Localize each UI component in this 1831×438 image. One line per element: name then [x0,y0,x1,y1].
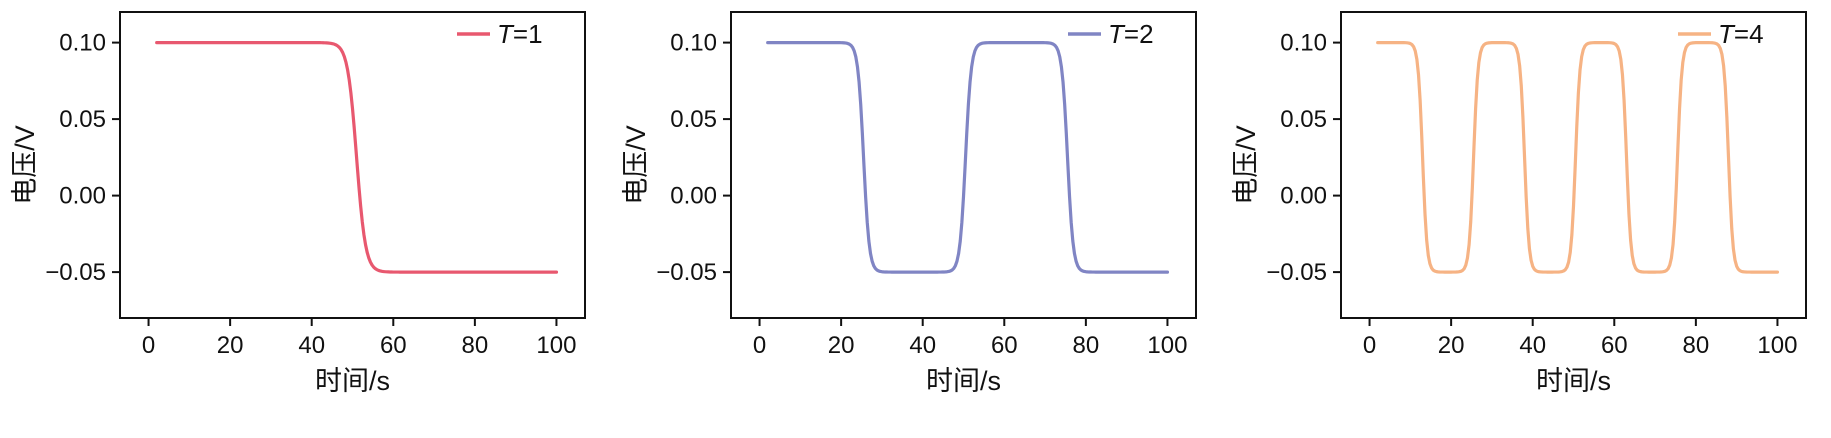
y-tick-label: 0.05 [59,106,106,133]
chart-svg-t1: 0 20 40 60 80 100 −0.05 0.00 0.05 0.10 时间/s 电压/V T=1 [10,11,586,396]
x-tick-label: 40 [1519,332,1546,359]
x-tick-label: 60 [990,332,1017,359]
y-tick-label: −0.05 [1266,259,1327,286]
y-tick-label: 0.10 [59,30,106,57]
x-tick-label: 100 [1147,332,1187,359]
x-tick-label: 80 [1072,332,1099,359]
x-tick-label: 60 [1601,332,1628,359]
x-tick-label: 0 [752,332,765,359]
x-tick-label: 0 [1363,332,1376,359]
x-tick-label: 80 [1683,332,1710,359]
x-tick-label: 80 [462,332,489,359]
y-tick-label: 0.05 [1280,106,1327,133]
x-tick-label: 100 [536,332,576,359]
y-tick-label: 0.00 [670,183,717,210]
plot-border [119,11,586,319]
x-tick-label: 20 [1438,332,1465,359]
legend-label: T=1 [497,19,543,49]
y-axis-label: 电压/V [1231,125,1261,205]
chart-panel-t1: 0 20 40 60 80 100 −0.05 0.00 0.05 0.10 时间/s 电压/V T=1 [0,0,610,438]
x-tick-label: 0 [142,332,155,359]
x-tick-label: 60 [380,332,407,359]
y-tick-label: −0.05 [656,259,717,286]
x-tick-label: 20 [827,332,854,359]
x-tick-label: 100 [1757,332,1797,359]
legend-label: T=2 [1108,19,1154,49]
x-axis-label: 时间/s [315,366,390,396]
chart-panel-t2: 0 20 40 60 80 100 −0.05 0.00 0.05 0.10 时间/s 电压/V T=2 [611,0,1221,438]
chart-svg-t2: 0 20 40 60 80 100 −0.05 0.00 0.05 0.10 时间/s 电压/V T=2 [621,11,1197,396]
plot-border [729,11,1197,319]
y-axis-label: 电压/V [621,125,651,205]
series-line [155,40,559,274]
x-tick-label: 40 [909,332,936,359]
y-tick-label: 0.00 [1280,183,1327,210]
y-tick-label: 0.10 [670,30,717,57]
y-tick-label: 0.00 [59,183,106,210]
x-tick-label: 20 [217,332,244,359]
series-line [765,40,1169,274]
chart-panel-t4: 0 20 40 60 80 100 −0.05 0.00 0.05 0.10 时间/s 电压/V T=4 [1221,0,1831,438]
x-tick-label: 40 [298,332,325,359]
series-line [1376,40,1780,274]
x-axis-label: 时间/s [1536,366,1611,396]
y-tick-label: 0.05 [670,106,717,133]
legend-label: T=4 [1718,19,1764,49]
y-tick-label: 0.10 [1280,30,1327,57]
x-axis-label: 时间/s [925,366,1000,396]
y-tick-label: −0.05 [45,259,106,286]
chart-svg-t4: 0 20 40 60 80 100 −0.05 0.00 0.05 0.10 时间/s 电压/V T=4 [1231,11,1807,396]
y-axis-label: 电压/V [10,125,40,205]
plot-border [1340,11,1807,319]
